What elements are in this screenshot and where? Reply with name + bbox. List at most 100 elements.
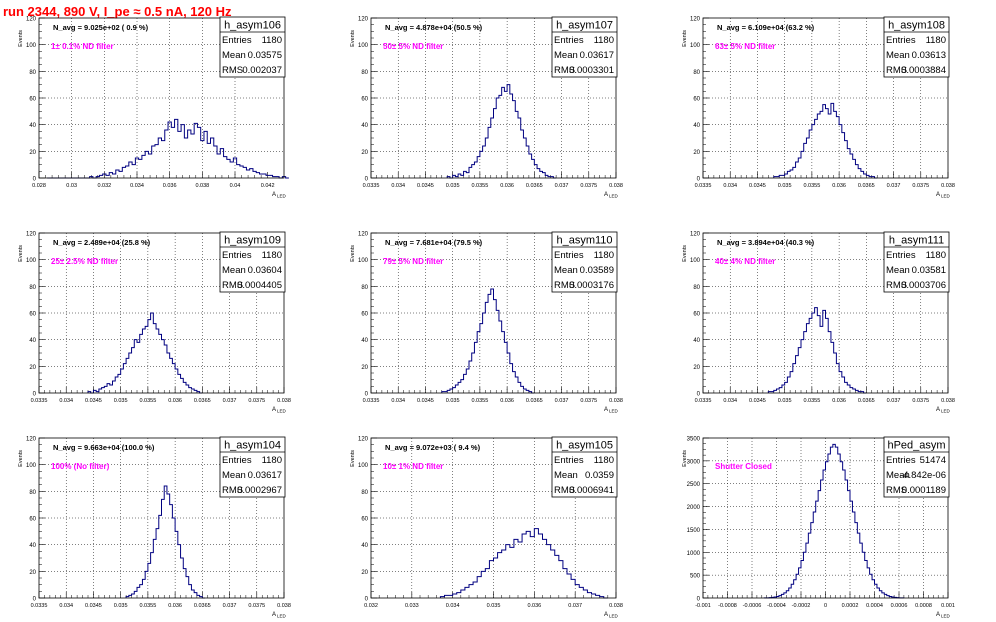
y-tick-label: 60 bbox=[693, 97, 700, 103]
stats-value: 0.03581 bbox=[912, 265, 946, 276]
stats-label: Mean bbox=[222, 50, 246, 61]
x-tick-label: 0.0004 bbox=[866, 603, 883, 609]
stats-value: 0.0003884 bbox=[901, 65, 946, 76]
stats-label: RMS bbox=[222, 65, 243, 76]
x-tick-label: 0.038 bbox=[609, 603, 623, 609]
y-axis-title: Events bbox=[682, 30, 688, 47]
x-tick-label: -0.0006 bbox=[743, 603, 762, 609]
panel-h_asym106: 0 20 40 60 80 100 120 0.028 0.03 0.032 0.034 0.036 0… bbox=[18, 17, 289, 199]
histogram-line-h_asym108 bbox=[773, 102, 878, 179]
stats-box: h_asym108 Entries 1180 Mean 0.03613 RMS0.0003… bbox=[883, 16, 950, 78]
navg-label: N_avg = 4.878e+04 (50.5 %) bbox=[385, 23, 483, 32]
y-tick-label: 100 bbox=[690, 43, 701, 49]
plot-frame bbox=[38, 437, 285, 599]
stats-value: 1180 bbox=[594, 35, 614, 46]
y-tick-label: 20 bbox=[361, 150, 368, 156]
y-tick-label: 0 bbox=[33, 597, 37, 603]
stats-value: 0.0002967 bbox=[237, 485, 282, 496]
y-tick-label: 80 bbox=[361, 70, 368, 76]
x-tick-label: 0.0335 bbox=[363, 398, 380, 404]
stats-box: h_asym105 Entries 1180 Mean 0.0359 RMS0.00069… bbox=[551, 436, 618, 498]
x-axis-title-sub: LED bbox=[609, 614, 619, 619]
y-tick-label: 0 bbox=[365, 597, 369, 603]
x-tick-label: 0.037 bbox=[223, 603, 237, 609]
plot-frame bbox=[38, 17, 285, 179]
x-tick-label: 0.032 bbox=[97, 183, 111, 189]
stats-box-frame bbox=[883, 16, 950, 78]
filter-note: 100% (No filter) bbox=[51, 462, 110, 471]
stats-box-frame bbox=[219, 231, 286, 293]
y-tick-label: 1000 bbox=[687, 551, 701, 557]
y-axis-title: Events bbox=[18, 245, 24, 262]
x-axis-title: A bbox=[936, 612, 940, 618]
stats-value: 0.03575 bbox=[248, 50, 282, 61]
x-tick-label: 0.0335 bbox=[363, 183, 380, 189]
stats-label: Entries bbox=[554, 250, 584, 261]
plot-frame bbox=[702, 437, 949, 599]
stats-label: Mean bbox=[554, 470, 578, 481]
panel-hPed_asym: 0 500 1000 1500 2000 2500 3000 3500 -0.001 -0.000… bbox=[682, 437, 955, 619]
stats-label: Mean bbox=[222, 470, 246, 481]
y-tick-label: 0 bbox=[365, 392, 369, 398]
x-tick-label: 0.0355 bbox=[471, 183, 488, 189]
y-tick-label: 120 bbox=[26, 17, 37, 23]
y-tick-label: 500 bbox=[690, 574, 701, 580]
x-tick-label: 0.036 bbox=[832, 398, 846, 404]
x-axis-title-sub: LED bbox=[277, 614, 287, 619]
x-tick-label: 0.037 bbox=[887, 398, 901, 404]
x-tick-label: 0.038 bbox=[277, 398, 291, 404]
y-tick-label: 100 bbox=[358, 258, 369, 264]
stats-value: 0.0003301 bbox=[569, 65, 614, 76]
panel-h_asym109: 0 20 40 60 80 100 120 0.0335 0.034 0.0345 0.035 0.0… bbox=[18, 232, 291, 414]
y-tick-label: 80 bbox=[29, 70, 36, 76]
stats-value: 1180 bbox=[926, 35, 946, 46]
y-tick-label: 20 bbox=[693, 365, 700, 371]
navg-label: N_avg = 7.681e+04 (79.5 %) bbox=[385, 238, 483, 247]
y-tick-label: 40 bbox=[29, 123, 36, 129]
y-tick-label: 80 bbox=[29, 285, 36, 291]
x-axis-title-sub: LED bbox=[941, 409, 951, 414]
y-tick-label: 60 bbox=[29, 517, 36, 523]
y-tick-label: 80 bbox=[693, 285, 700, 291]
y-tick-label: 80 bbox=[29, 490, 36, 496]
x-axis-title-sub: LED bbox=[277, 409, 287, 414]
x-tick-label: 0.036 bbox=[832, 183, 846, 189]
y-tick-label: 40 bbox=[361, 338, 368, 344]
x-tick-label: 0.001 bbox=[941, 603, 955, 609]
histogram-line-h_asym104 bbox=[125, 485, 206, 599]
x-tick-label: 0.038 bbox=[609, 183, 623, 189]
stats-value: 0.0006941 bbox=[569, 485, 614, 496]
x-tick-label: 0.0365 bbox=[194, 603, 211, 609]
x-tick-label: 0.0375 bbox=[580, 183, 597, 189]
x-tick-label: 0 bbox=[824, 603, 827, 609]
stats-value: 0.0004405 bbox=[237, 280, 282, 291]
x-tick-label: 0.032 bbox=[364, 603, 378, 609]
navg-label: N_avg = 9.663e+04 (100.0 %) bbox=[53, 443, 155, 452]
filter-note: 50± 5% ND filter bbox=[383, 42, 443, 51]
x-tick-label: 0.036 bbox=[527, 603, 541, 609]
y-tick-label: 120 bbox=[358, 437, 369, 443]
panel-h_asym107: 0 20 40 60 80 100 120 0.0335 0.034 0.0345 0.035 0.0… bbox=[350, 17, 623, 199]
y-tick-label: 40 bbox=[29, 338, 36, 344]
y-tick-label: 60 bbox=[361, 312, 368, 318]
x-tick-label: 0.0355 bbox=[139, 603, 156, 609]
x-tick-label: 0.0375 bbox=[248, 603, 265, 609]
x-tick-label: 0.0008 bbox=[915, 603, 932, 609]
filter-note: 79± 5% ND filter bbox=[383, 257, 443, 266]
y-tick-label: 120 bbox=[690, 232, 701, 238]
stats-value: 0.03613 bbox=[912, 50, 946, 61]
y-tick-label: 20 bbox=[361, 570, 368, 576]
y-tick-label: 0 bbox=[697, 177, 701, 183]
stats-label: RMS bbox=[554, 280, 575, 291]
stats-title: hPed_asym bbox=[887, 440, 945, 452]
x-tick-label: 0.0375 bbox=[248, 398, 265, 404]
navg-label: N_avg = 3.894e+04 (40.3 %) bbox=[717, 238, 815, 247]
stats-title: h_asym106 bbox=[224, 20, 281, 32]
y-tick-label: 120 bbox=[358, 232, 369, 238]
x-tick-label: 0.0345 bbox=[749, 183, 766, 189]
x-tick-label: 0.042 bbox=[261, 183, 275, 189]
histogram-line-h_asym107 bbox=[446, 84, 557, 179]
y-tick-label: 2500 bbox=[687, 482, 701, 488]
plot-frame bbox=[370, 17, 617, 179]
x-tick-label: -0.0002 bbox=[792, 603, 811, 609]
